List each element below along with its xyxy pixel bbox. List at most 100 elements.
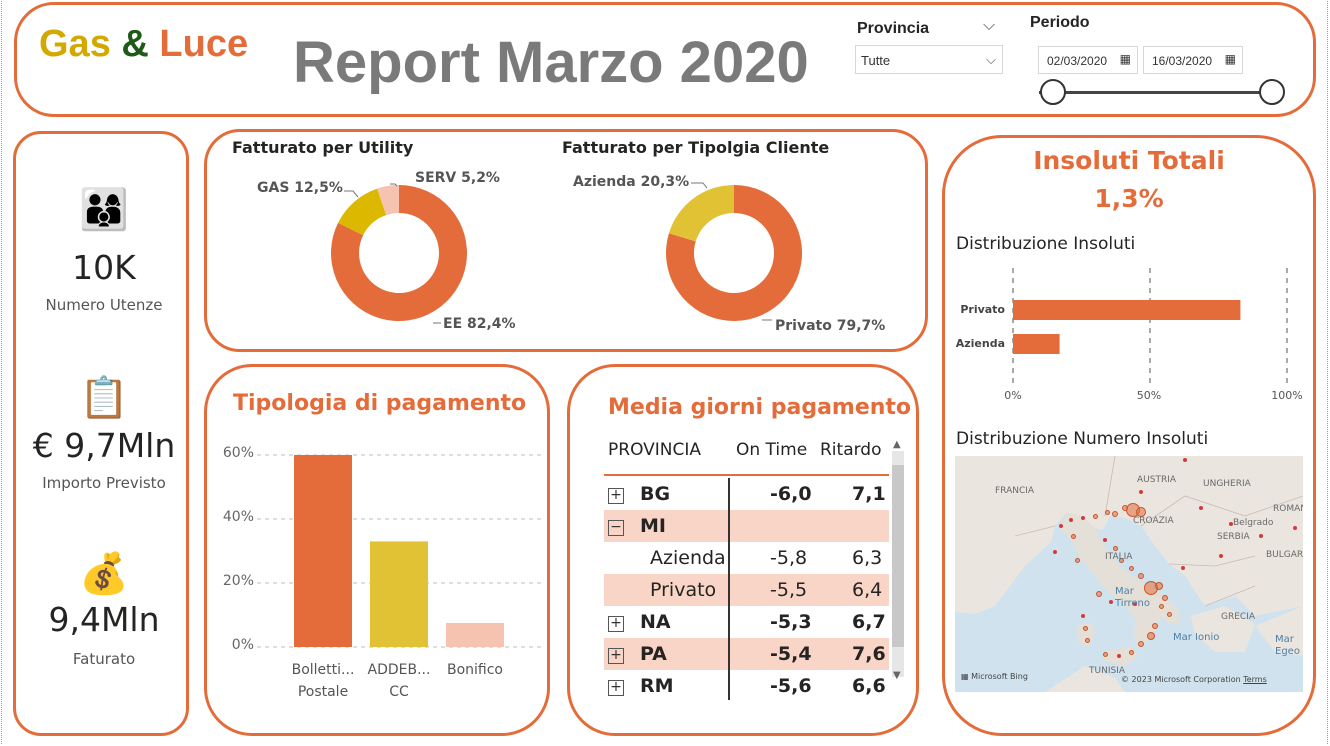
- map-bubble[interactable]: [1128, 649, 1134, 655]
- map-bubble[interactable]: [1074, 557, 1080, 563]
- map-bubble[interactable]: [1112, 511, 1118, 517]
- donut-slice-gas[interactable]: [338, 188, 387, 236]
- avg-days-title: Media giorni pagamento: [608, 395, 912, 420]
- insoluti-bar[interactable]: [1013, 300, 1241, 320]
- expand-icon[interactable]: +: [608, 680, 624, 696]
- scroll-down-icon[interactable]: ▼: [893, 670, 901, 681]
- payment-bar[interactable]: [370, 541, 428, 647]
- map-bubble[interactable]: [1199, 506, 1203, 510]
- insoluti-bars[interactable]: [1013, 300, 1241, 354]
- map-bubble[interactable]: [1096, 591, 1102, 597]
- slice-label-serv: SERV 5,2%: [415, 170, 500, 186]
- expand-icon[interactable]: +: [608, 648, 624, 664]
- map-bubble[interactable]: [1112, 545, 1118, 551]
- map-bubble[interactable]: [1117, 654, 1121, 658]
- map-bubble[interactable]: [1162, 595, 1168, 601]
- scrollbar-thumb[interactable]: [892, 465, 904, 647]
- map-bubble[interactable]: [1138, 641, 1144, 647]
- map-bubble[interactable]: [1118, 557, 1124, 563]
- map-bubble[interactable]: [1128, 565, 1134, 571]
- insoluti-value: 1,3%: [1094, 184, 1164, 213]
- periodo-end-input[interactable]: 16/03/2020 ▦: [1143, 46, 1243, 74]
- map-bubble[interactable]: [1166, 611, 1172, 617]
- provincia-collapse-icon[interactable]: ⌵: [983, 15, 996, 34]
- expand-icon[interactable]: +: [608, 616, 624, 632]
- map-bubble[interactable]: [1103, 538, 1107, 542]
- table-row[interactable]: + NA -5,3 6,7: [604, 606, 889, 638]
- x-category-line: Bolletti...: [291, 662, 355, 678]
- map-bubble[interactable]: [1139, 490, 1143, 494]
- map-label-bulgaria: BULGAR: [1266, 550, 1303, 560]
- map-bubble[interactable]: [1293, 526, 1297, 530]
- map-terms-link[interactable]: Terms: [1243, 675, 1267, 684]
- table-row[interactable]: + BG -6,0 7,1: [604, 478, 889, 510]
- periodo-slider-start-handle[interactable]: [1040, 79, 1066, 105]
- collapse-icon[interactable]: −: [608, 520, 624, 536]
- cliente-donut[interactable]: [666, 185, 802, 321]
- map-bubble[interactable]: [1133, 602, 1137, 606]
- map-bubble[interactable]: [1152, 623, 1158, 629]
- donut-slice-serv[interactable]: [377, 185, 399, 216]
- utility-donut[interactable]: [331, 185, 467, 321]
- payment-bar-chart: [257, 454, 543, 648]
- map-bubble[interactable]: [1147, 632, 1155, 640]
- calendar-icon[interactable]: ▦: [1119, 52, 1131, 66]
- map-bubble[interactable]: [1069, 518, 1073, 522]
- periodo-slider-track[interactable]: [1039, 91, 1261, 94]
- donut-slice-ee[interactable]: [331, 185, 467, 321]
- map-bubble[interactable]: [1158, 603, 1164, 609]
- map-bubble[interactable]: [1259, 534, 1263, 538]
- map-bubble[interactable]: [1155, 582, 1163, 590]
- leader-line: [390, 183, 398, 187]
- cell-provincia: MI: [640, 515, 666, 537]
- map-bubble[interactable]: [1092, 513, 1098, 519]
- map-bubble[interactable]: [1229, 522, 1233, 526]
- table-row[interactable]: − MI: [604, 510, 889, 542]
- table-row[interactable]: + RM -5,6 6,6: [604, 670, 889, 702]
- map-label-austria: AUSTRIA: [1137, 475, 1177, 485]
- periodo-start-input[interactable]: 02/03/2020 ▦: [1038, 46, 1138, 74]
- calendar-icon[interactable]: ▦: [1224, 52, 1236, 66]
- insoluti-bar[interactable]: [1013, 334, 1060, 354]
- map-bubble[interactable]: [1138, 573, 1144, 579]
- payment-type-panel: Tipologia di pagamento 60% 40% 20% 0% Bo…: [204, 364, 550, 736]
- map-bubble[interactable]: [1183, 458, 1187, 462]
- column-header-provincia[interactable]: PROVINCIA: [608, 440, 702, 460]
- map-label-serbia: SERBIA: [1217, 532, 1250, 542]
- map-bubble[interactable]: [1136, 507, 1146, 517]
- table-row[interactable]: Privato -5,5 6,4: [604, 574, 889, 606]
- logo-gas: Gas: [39, 23, 111, 65]
- payment-bar[interactable]: [446, 623, 504, 647]
- table-row[interactable]: Azienda -5,8 6,3: [604, 542, 889, 574]
- map-bubble[interactable]: [1082, 625, 1088, 631]
- map-bubble[interactable]: [1219, 554, 1223, 558]
- column-header-ritardo[interactable]: Ritardo: [820, 440, 882, 460]
- map-bubble[interactable]: [1084, 637, 1090, 643]
- y-tick: 20%: [222, 573, 254, 589]
- donut-slice-azienda[interactable]: [668, 185, 734, 242]
- periodo-slider-end-handle[interactable]: [1259, 79, 1285, 105]
- map-bubble[interactable]: [1181, 566, 1185, 570]
- table-scrollbar[interactable]: [892, 451, 904, 677]
- donut-slice-privato[interactable]: [666, 185, 802, 321]
- expand-icon[interactable]: +: [608, 488, 624, 504]
- cell-provincia: NA: [640, 611, 671, 633]
- provincia-value: Tutte: [861, 53, 891, 68]
- table-row[interactable]: + PA -5,4 7,6: [604, 638, 889, 670]
- payment-bars[interactable]: [294, 455, 504, 647]
- map-bubble[interactable]: [1081, 614, 1085, 618]
- scroll-up-icon[interactable]: ▲: [893, 439, 901, 450]
- map-bubble[interactable]: [1104, 509, 1110, 515]
- map-bubble[interactable]: [1109, 600, 1113, 604]
- provincia-dropdown[interactable]: Tutte ⌵: [855, 45, 1003, 74]
- map-bubble[interactable]: [1053, 550, 1057, 554]
- map-bubble[interactable]: [1059, 524, 1063, 528]
- map-bubble[interactable]: [1122, 505, 1128, 511]
- payment-bar[interactable]: [294, 455, 352, 647]
- map-bubble[interactable]: [1070, 533, 1076, 539]
- map-bubble[interactable]: [1081, 516, 1085, 520]
- map-bubble[interactable]: [1102, 651, 1108, 657]
- column-header-on-time[interactable]: On Time: [736, 440, 808, 460]
- insoluti-map[interactable]: AUSTRIA UNGHERIA FRANCIA CROAZIA ROMANI …: [955, 456, 1303, 692]
